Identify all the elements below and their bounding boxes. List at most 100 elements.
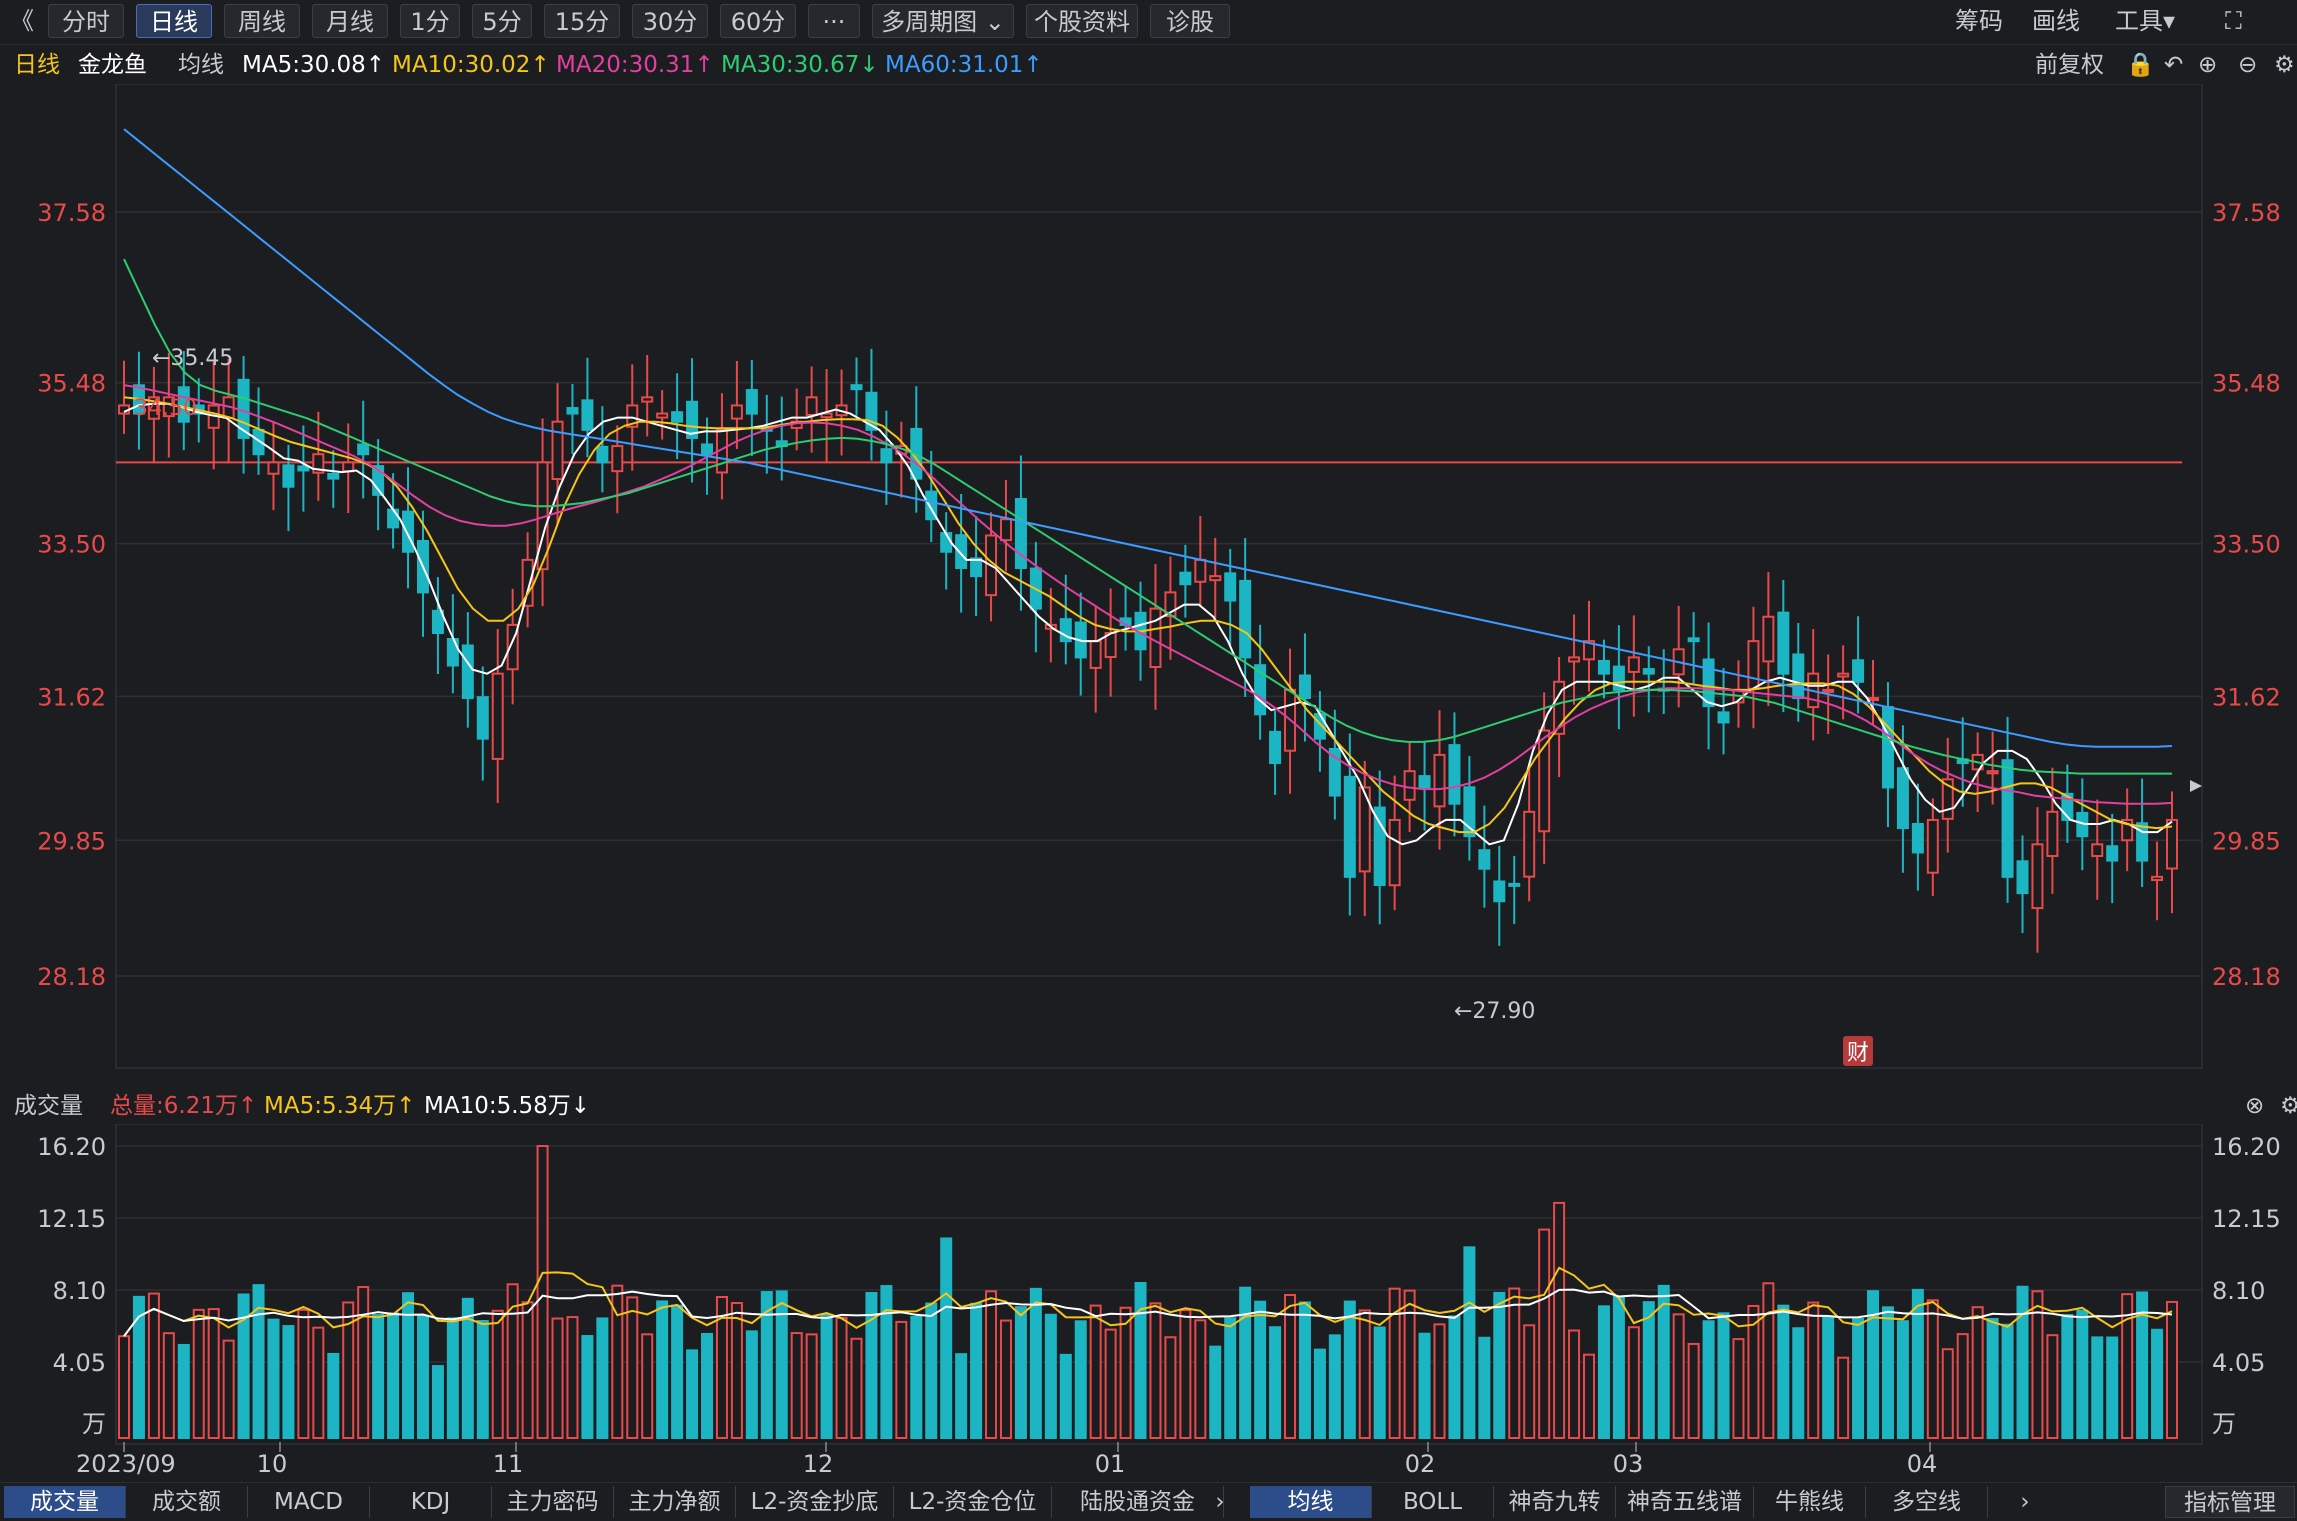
tab-60min[interactable]: 60分: [720, 4, 796, 38]
tab-l2-position[interactable]: L2-资金仓位: [894, 1486, 1052, 1518]
volume-bar: [506, 1283, 519, 1439]
kline-chart[interactable]: 37.58 37.58 35.48 35.48 33.50 33.50 31.62 31.62…: [0, 84, 2297, 1084]
settings-icon[interactable]: ⚙: [2274, 52, 2295, 78]
volume-bar: [1089, 1304, 1102, 1439]
volume-bar: [2166, 1300, 2178, 1439]
candle-body: [1493, 880, 1506, 903]
tools-menu-button[interactable]: 工具▾: [2115, 7, 2176, 35]
candle-body: [999, 518, 1012, 542]
tab-long-short[interactable]: 多空线: [1866, 1486, 1988, 1518]
tab-1min[interactable]: 1分: [400, 4, 460, 38]
tab-diagnose[interactable]: 诊股: [1150, 4, 1230, 38]
volume-bar: [222, 1339, 235, 1439]
candle-body: [566, 407, 579, 415]
tab-15min[interactable]: 15分: [544, 4, 620, 38]
tab-fenshi[interactable]: 分时: [48, 4, 124, 38]
zoom-out-icon[interactable]: ⊖: [2238, 52, 2258, 78]
price-axis-label-right: 33.50: [2212, 531, 2281, 559]
candle-body: [2151, 875, 2164, 882]
volume-bar: [626, 1296, 639, 1439]
tabs-right-more-icon[interactable]: ›: [2020, 1489, 2030, 1515]
tab-main-force-net[interactable]: 主力净额: [614, 1486, 736, 1518]
volume-axis-label-right: 4.05: [2212, 1349, 2265, 1377]
tab-macd[interactable]: MACD: [248, 1486, 370, 1518]
volume-bar: [2061, 1314, 2074, 1439]
candle-body: [596, 445, 609, 464]
candle-body: [1239, 579, 1252, 659]
volume-bar: [2136, 1291, 2149, 1439]
volume-axis-label-left: 16.20: [37, 1133, 106, 1161]
tab-main-force-code[interactable]: 主力密码: [492, 1486, 614, 1518]
tab-volume[interactable]: 成交量: [4, 1486, 126, 1518]
volume-bar: [1582, 1353, 1595, 1439]
volume-bar: [132, 1295, 145, 1439]
tab-boll[interactable]: BOLL: [1372, 1486, 1494, 1518]
tab-northbound[interactable]: 陆股通资金: [1052, 1486, 1224, 1518]
ma-label[interactable]: 均线: [178, 52, 224, 78]
tab-bull-bear[interactable]: 牛熊线: [1754, 1486, 1866, 1518]
tab-more[interactable]: ···: [808, 4, 860, 38]
x-axis-label: 2023/09: [76, 1450, 176, 1478]
tab-ma[interactable]: 均线: [1250, 1486, 1372, 1518]
volume-ma5-line: [123, 1266, 2173, 1337]
candle-body: [1896, 767, 1909, 830]
candle-body: [1343, 775, 1356, 878]
volume-bar: [1702, 1320, 1715, 1440]
candle-body: [1553, 680, 1566, 735]
volume-bar: [775, 1290, 788, 1439]
chips-button[interactable]: 筹码: [1955, 7, 2003, 35]
volume-bar: [1194, 1319, 1207, 1439]
tab-stock-info[interactable]: 个股资料: [1026, 4, 1138, 38]
tab-daily[interactable]: 日线: [136, 4, 212, 38]
volume-settings-icon[interactable]: ⚙: [2280, 1093, 2297, 1119]
back-button[interactable]: 《: [10, 7, 34, 35]
tab-kdj[interactable]: KDJ: [370, 1486, 492, 1518]
fullscreen-icon[interactable]: ⛶: [2225, 7, 2242, 35]
candle-body: [2166, 818, 2178, 870]
volume-bar: [2046, 1334, 2059, 1440]
tab-5min[interactable]: 5分: [472, 4, 532, 38]
volume-bar: [267, 1318, 280, 1440]
candle-body: [880, 448, 893, 464]
candle-body: [2046, 810, 2059, 857]
price-axis-label-left: 29.85: [37, 827, 106, 855]
candle-body: [1478, 849, 1491, 870]
tab-multi-period[interactable]: 多周期图 ⌄: [872, 4, 1014, 38]
volume-bar: [237, 1293, 250, 1439]
draw-line-button[interactable]: 画线: [2032, 7, 2080, 35]
volume-bar: [551, 1317, 564, 1439]
tab-monthly[interactable]: 月线: [312, 4, 388, 38]
lock-icon[interactable]: 🔒: [2126, 52, 2155, 78]
volume-bar: [701, 1332, 714, 1439]
tab-30min[interactable]: 30分: [632, 4, 708, 38]
indicator-manage-button[interactable]: 指标管理: [2165, 1486, 2295, 1518]
volume-bar: [2106, 1336, 2119, 1439]
tab-turnover[interactable]: 成交额: [126, 1486, 248, 1518]
zoom-in-icon[interactable]: ⊕: [2198, 52, 2218, 78]
tab-weekly[interactable]: 周线: [224, 4, 300, 38]
price-axis-label-left: 35.48: [37, 370, 106, 398]
volume-bar: [1822, 1315, 1835, 1439]
volume-bar: [312, 1326, 325, 1440]
volume-bar: [1642, 1301, 1655, 1439]
undo-icon[interactable]: ↶: [2164, 52, 2184, 78]
chart-frame: [115, 84, 2203, 1069]
candle-body: [1941, 778, 1954, 820]
tab-l2-bottom[interactable]: L2-资金抄底: [736, 1486, 894, 1518]
forward-adjust-label[interactable]: 前复权: [2035, 52, 2104, 78]
tab-magic-nine[interactable]: 神奇九转: [1494, 1486, 1616, 1518]
volume-chart[interactable]: 16.20 16.20 12.15 12.15 8.10 8.10 4.05 4.05 万 万 2…: [0, 1124, 2297, 1484]
volume-axis-label-left: 12.15: [37, 1205, 106, 1233]
tab-magic-five[interactable]: 神奇五线谱: [1616, 1486, 1754, 1518]
tabs-left-more-icon[interactable]: ›: [1215, 1489, 1225, 1515]
x-axis-label: 11: [493, 1450, 524, 1478]
close-volume-icon[interactable]: ⊗: [2245, 1093, 2265, 1119]
candle-body: [1986, 770, 1999, 775]
volume-axis-label-left: 4.05: [53, 1349, 106, 1377]
volume-bar: [1553, 1201, 1566, 1439]
volume-bar: [207, 1308, 220, 1439]
left-price-marker: 34.50: [134, 396, 197, 421]
volume-bar: [730, 1302, 743, 1439]
candle-body: [312, 453, 325, 474]
volume-bar: [1508, 1287, 1521, 1439]
